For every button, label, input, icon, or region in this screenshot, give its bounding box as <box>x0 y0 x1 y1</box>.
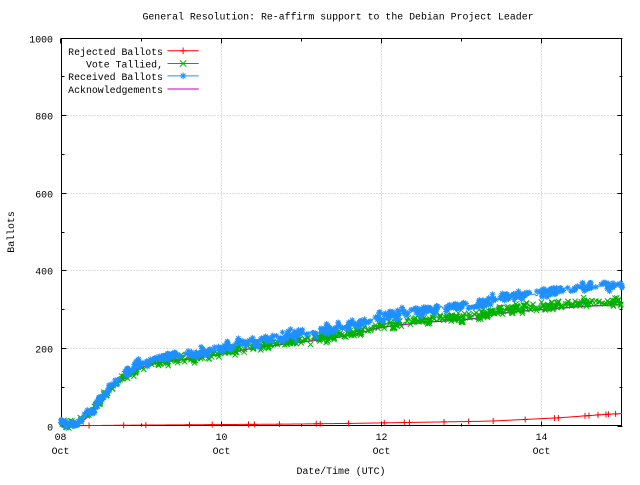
svg-text:Date/Time (UTC): Date/Time (UTC) <box>297 466 386 477</box>
svg-text:Oct: Oct <box>373 446 391 457</box>
svg-text:General Resolution: Re-affirm: General Resolution: Re-affirm support to… <box>142 12 533 23</box>
svg-text:10: 10 <box>216 432 228 443</box>
svg-text:Oct: Oct <box>533 446 551 457</box>
svg-text:Acknowledgements: Acknowledgements <box>68 85 163 96</box>
svg-text:Oct: Oct <box>213 446 231 457</box>
svg-text:Received Ballots: Received Ballots <box>68 72 163 83</box>
svg-text:1000: 1000 <box>29 35 53 46</box>
svg-text:Oct: Oct <box>52 446 70 457</box>
svg-text:0: 0 <box>47 423 53 434</box>
svg-text:08: 08 <box>55 432 67 443</box>
svg-text:12: 12 <box>376 432 388 443</box>
svg-text:600: 600 <box>35 190 53 201</box>
svg-text:Ballots: Ballots <box>6 211 17 253</box>
svg-text:Rejected Ballots: Rejected Ballots <box>68 47 163 58</box>
svg-text:14: 14 <box>536 432 548 443</box>
svg-text:800: 800 <box>35 112 53 123</box>
svg-text:400: 400 <box>35 267 53 278</box>
svg-text:200: 200 <box>35 345 53 356</box>
svg-text:Vote Tallied,: Vote Tallied, <box>86 60 163 71</box>
